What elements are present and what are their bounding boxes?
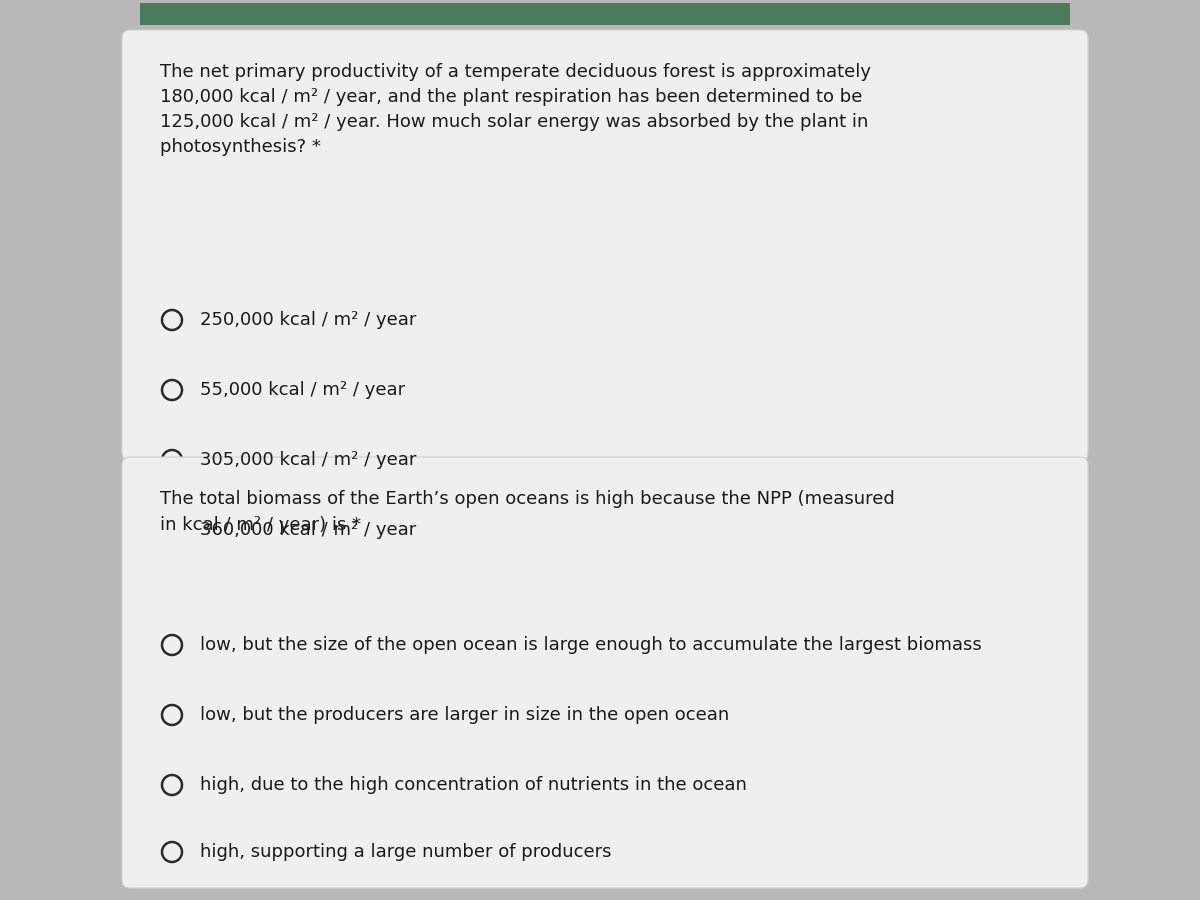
- Text: high, due to the high concentration of nutrients in the ocean: high, due to the high concentration of n…: [200, 776, 746, 794]
- Text: 250,000 kcal / m² / year: 250,000 kcal / m² / year: [200, 311, 416, 329]
- FancyBboxPatch shape: [122, 30, 1088, 461]
- Text: 305,000 kcal / m² / year: 305,000 kcal / m² / year: [200, 451, 416, 469]
- Text: The total biomass of the Earth’s open oceans is high because the NPP (measured
i: The total biomass of the Earth’s open oc…: [160, 490, 895, 535]
- Text: 360,000 kcal / m² / year: 360,000 kcal / m² / year: [200, 521, 416, 539]
- FancyBboxPatch shape: [122, 457, 1088, 888]
- Text: 55,000 kcal / m² / year: 55,000 kcal / m² / year: [200, 381, 406, 399]
- Text: low, but the producers are larger in size in the open ocean: low, but the producers are larger in siz…: [200, 706, 730, 724]
- Text: low, but the size of the open ocean is large enough to accumulate the largest bi: low, but the size of the open ocean is l…: [200, 636, 982, 654]
- Text: The net primary productivity of a temperate deciduous forest is approximately
18: The net primary productivity of a temper…: [160, 63, 871, 156]
- FancyBboxPatch shape: [140, 3, 1070, 25]
- Text: high, supporting a large number of producers: high, supporting a large number of produ…: [200, 843, 612, 861]
